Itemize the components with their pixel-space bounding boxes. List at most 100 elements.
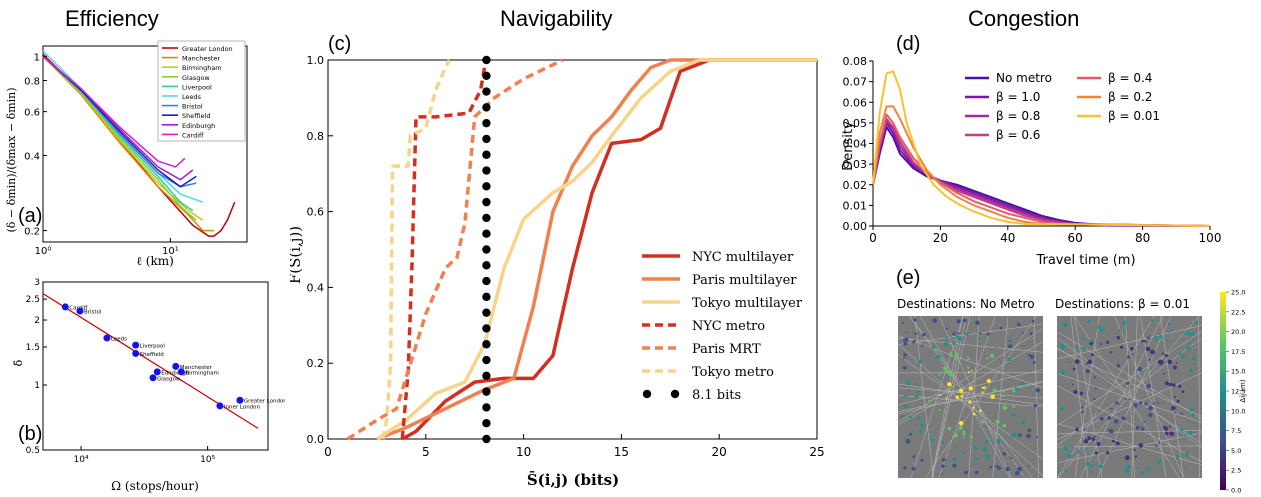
map-beta-001-point: [1110, 407, 1113, 410]
map-beta-001-point: [1180, 338, 1183, 341]
chart-b-point-label-2: Leeds: [111, 337, 127, 343]
map-beta-001-road-h: [1056, 373, 1203, 423]
map-beta-001-point: [1125, 455, 1130, 461]
map-beta-001-point: [1061, 349, 1063, 351]
chart-c-frame: [327, 59, 818, 440]
map-beta-001-point: [1120, 345, 1124, 349]
map-no-metro-point: [902, 321, 905, 324]
chart-d-ylabel: Density: [841, 121, 856, 171]
map-beta-001-point: [1150, 349, 1155, 355]
chart-b-point-label-5: Manchester: [180, 365, 213, 371]
chart-c-legend-label-4: Paris MRT: [692, 342, 761, 357]
map-no-metro-point: [914, 339, 916, 342]
map-no-metro-point: [986, 378, 991, 384]
map-beta-001-point: [1084, 448, 1088, 451]
chart-d-legend-label-2: β = 0.8: [996, 109, 1040, 123]
map-no-metro-point: [1021, 344, 1023, 347]
map-no-metro-point: [982, 386, 986, 390]
map-no-metro-point: [995, 346, 998, 349]
map-beta-001-point: [1133, 448, 1136, 452]
map-no-metro-point: [1032, 361, 1036, 364]
map-no-metro-point: [955, 446, 958, 449]
map-no-metro-point: [941, 473, 944, 475]
chart-b-point-label-8: Glasgow: [157, 376, 181, 382]
map-no-metro-point: [928, 400, 931, 403]
chart-a-ytick-label-0: 1: [34, 52, 40, 63]
chart-a-legend-label-6: Bristol: [182, 103, 203, 111]
map-beta-001-road-h: [1056, 331, 1203, 420]
map-beta-001-point: [1086, 362, 1089, 365]
chart-c-legend-label-2: Tokyo multilayer: [692, 296, 803, 311]
chart-c-ytick-label-3: 0.6: [307, 206, 325, 219]
chart-a-frame: [42, 45, 248, 243]
map-no-metro-point: [958, 421, 964, 426]
map-no-metro-point: [1001, 394, 1004, 397]
chart-b-ytick-label-0: 3: [34, 278, 40, 288]
chart-c-legend-label-1: Paris multilayer: [692, 273, 797, 288]
header-congestion: Congestion: [968, 6, 1080, 31]
map-no-metro-point: [902, 338, 906, 342]
map-no-metro-point: [955, 395, 960, 399]
map-beta-001-point: [1171, 405, 1176, 411]
map-no-metro-point: [1005, 466, 1010, 472]
map-beta-001-road-v: [1198, 315, 1200, 479]
map-beta-001-point: [1125, 397, 1127, 400]
chart-b-frame: [42, 281, 269, 451]
map-beta-001-point: [1156, 461, 1160, 465]
chart-b-point-10: [216, 402, 224, 410]
chart-b-point-label-3: Liverpool: [140, 344, 166, 350]
map-beta-001-point: [1122, 320, 1127, 326]
map-no-metro-point: [968, 400, 972, 404]
map-no-metro-point: [968, 386, 973, 391]
map-no-metro-point: [935, 393, 937, 396]
map-no-metro-point: [921, 395, 923, 397]
map-beta-001-point: [1174, 411, 1176, 414]
chart-a-legend-label-0: Greater London: [182, 45, 233, 53]
map-beta-001-point: [1158, 441, 1161, 443]
chart-b-point-label-4: Sheffield: [140, 352, 164, 358]
map-no-metro-point: [1026, 433, 1031, 439]
chart-b-ytick-label-3: 1.5: [26, 343, 40, 353]
chart-c-xtick-label-0: 0: [324, 445, 332, 459]
map-beta-001-point: [1169, 432, 1171, 435]
map-no-metro-point: [1027, 465, 1030, 468]
map-no-metro-point: [919, 423, 924, 427]
map-beta-001-road-v: [1070, 315, 1089, 479]
chart-c-series-6-dot-6: [482, 340, 491, 349]
map-no-metro-point: [1007, 357, 1011, 362]
panel-label-b: (b): [18, 423, 42, 445]
chart-b-xlabel: Ω (stops/hour): [111, 479, 199, 493]
chart-d-xlabel: Travel time (m): [1035, 253, 1135, 268]
map-no-metro-point: [1035, 388, 1040, 393]
map-beta-001-point: [1086, 462, 1091, 466]
map-beta-001-point: [1110, 351, 1113, 354]
chart-c-ytick-label-4: 0.8: [307, 130, 325, 143]
map-no-metro-point: [1019, 382, 1023, 386]
map-no-metro-point: [957, 332, 960, 335]
chart-b-ytick-label-4: 1: [34, 381, 40, 391]
chart-a-xlabel: ℓ (km): [136, 254, 174, 268]
map-beta-001-point: [1141, 339, 1144, 342]
map-no-metro-road-h: [897, 383, 1044, 406]
map-beta-001-point: [1064, 469, 1068, 473]
map-no-metro-point: [1031, 319, 1035, 323]
map-beta-001-point: [1060, 370, 1065, 375]
map-beta-001-point: [1167, 359, 1173, 365]
chart-a-legend-label-5: Leeds: [182, 93, 202, 101]
map-beta-001-point: [1099, 464, 1103, 469]
chart-b-point-0: [61, 303, 69, 311]
chart-a-series-4: [42, 55, 194, 212]
map-no-metro-road-v: [909, 315, 1033, 479]
chart-d-xtick-label-0: 0: [869, 231, 877, 245]
map-beta-001-point: [1100, 328, 1104, 332]
map-beta-001-point: [1126, 381, 1130, 385]
map-beta-001-point: [1173, 396, 1176, 399]
map-no-metro-point: [908, 390, 911, 393]
map-no-metro-road-h: [897, 337, 1044, 353]
chart-c-series-6-dot-8: [482, 308, 491, 317]
map-beta-001-point: [1193, 363, 1196, 365]
map-no-metro-road-v: [931, 315, 967, 479]
map-beta-001-road-h: [1056, 372, 1203, 440]
chart-c-series-6-dot-22: [482, 87, 491, 96]
chart-c-legend-swatch-6-b: [670, 389, 680, 399]
